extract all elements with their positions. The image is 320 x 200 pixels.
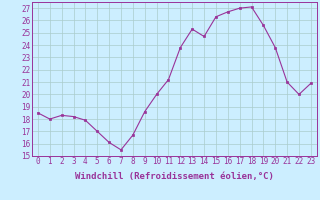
X-axis label: Windchill (Refroidissement éolien,°C): Windchill (Refroidissement éolien,°C) [75,172,274,181]
